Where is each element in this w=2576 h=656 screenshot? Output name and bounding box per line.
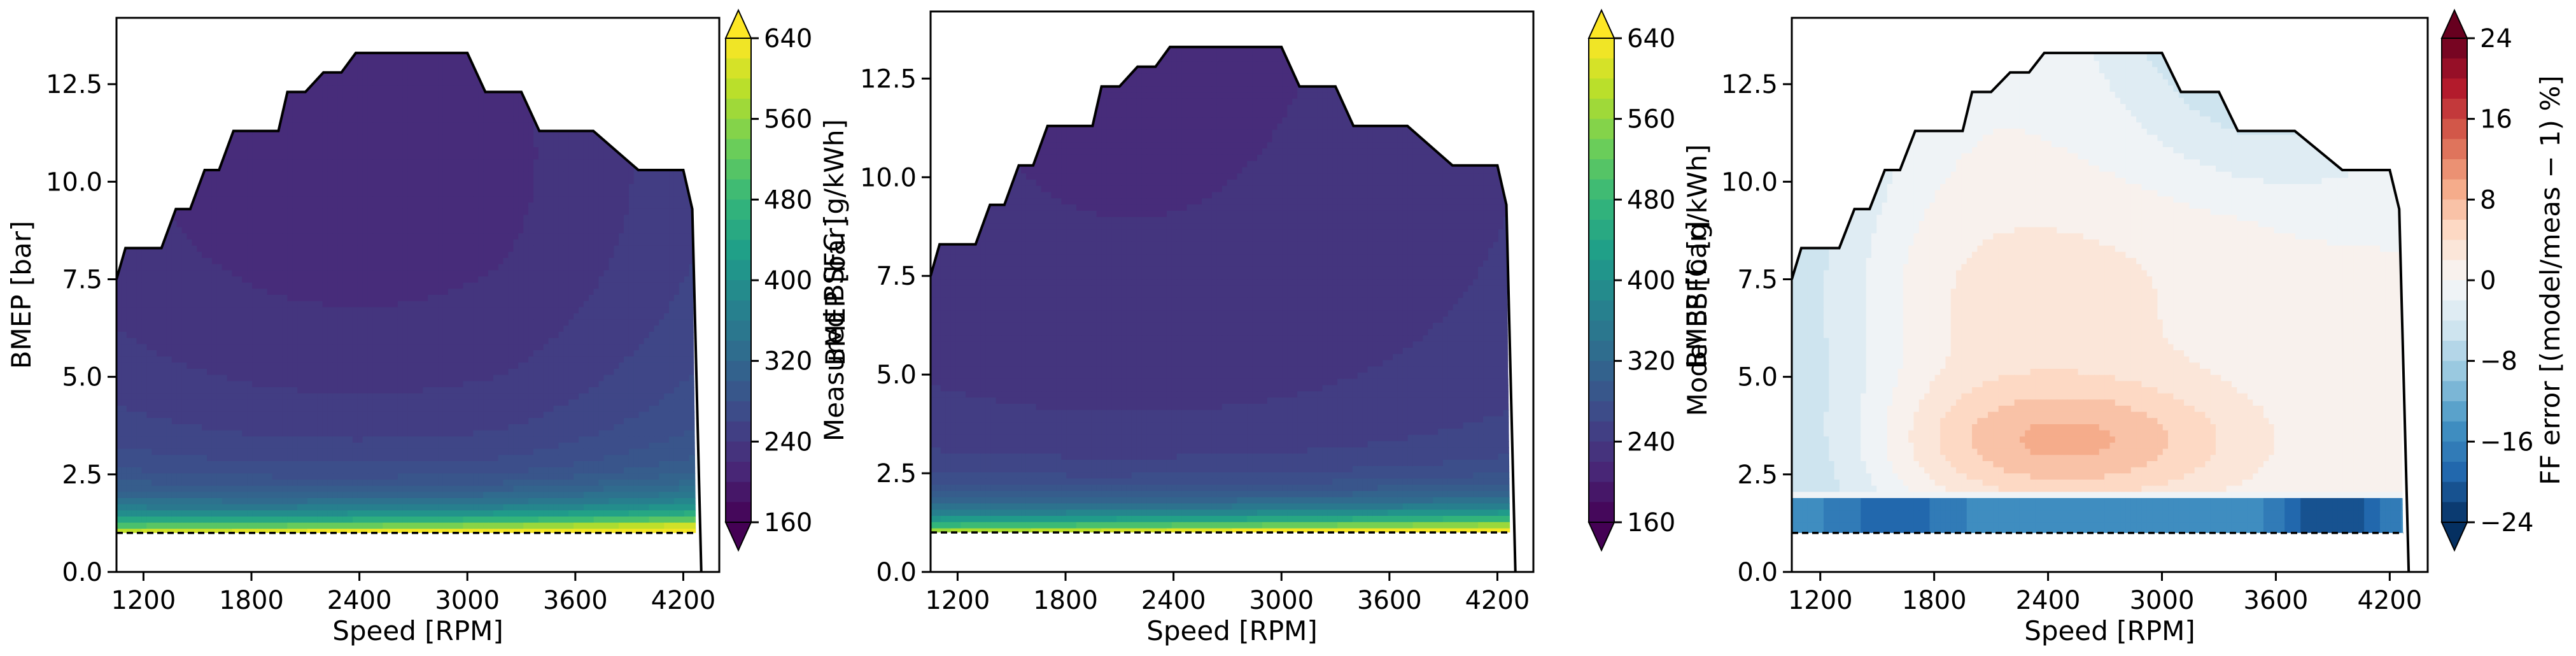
x-tick-label: 3000 [2130, 586, 2195, 615]
colorbar-tick-label: 400 [1627, 266, 1675, 296]
y-tick-label: 5.0 [62, 363, 102, 392]
colorbar-tick-label: 640 [1627, 24, 1675, 53]
y-tick-label: 12.5 [860, 64, 917, 94]
colorbar-tick-label: 160 [764, 508, 812, 538]
colorbar-tick-label: 240 [764, 427, 812, 457]
colorbar-tick-label: 24 [2480, 24, 2512, 53]
colorbar-tick-label: −8 [2480, 347, 2517, 376]
full-load-limit-curve [1791, 52, 2411, 573]
y-tick-label: 7.5 [62, 265, 102, 294]
colorbar-tick-label: 16 [2480, 105, 2512, 134]
x-tick-label: 1200 [1788, 586, 1853, 615]
colorbar-tick-label: 640 [764, 24, 812, 53]
colorbar-extend-max [1587, 8, 1615, 39]
y-tick-label: 10.0 [860, 163, 917, 192]
colorbar-extend-min [1587, 522, 1615, 552]
colorbar-tick-label: 400 [764, 266, 812, 296]
y-tick-label: 2.5 [876, 459, 917, 488]
colorbar-tick-label: 8 [2480, 185, 2496, 215]
x-tick-label: 3000 [1249, 586, 1314, 615]
chart-panel-measured-bsfc: 0.0 2.5 5.0 7.5 10.0 12.5 1200 1800 2400… [6, 8, 850, 646]
colorbar-extend-max [724, 8, 752, 39]
x-tick-label: 2400 [1141, 586, 1206, 615]
colorbar-tick-label: 480 [764, 185, 812, 215]
colorbar-extend-max [2440, 8, 2468, 39]
colorbar-tick-label: 320 [764, 347, 812, 376]
x-tick-label: 1200 [926, 586, 990, 615]
colorbar-label: FF error [(model/meas − 1) %] [2535, 75, 2566, 485]
colorbar-tick-label: 240 [1627, 427, 1675, 457]
y-tick-label: 10.0 [46, 168, 102, 197]
x-tick-label: 2400 [327, 586, 392, 615]
y-tick-label: 12.5 [1721, 70, 1778, 99]
x-axis-label: Speed [RPM] [2024, 615, 2195, 646]
colorbar-label: Measured BSFC [g/kWh] [819, 119, 850, 441]
colorbar-tick-labels: −24 −16 −8 0 8 16 24 [2480, 24, 2533, 538]
y-tick-label: 5.0 [1737, 363, 1778, 392]
y-tick-labels: 0.0 2.5 5.0 7.5 10.0 12.5 [860, 64, 917, 587]
y-tick-labels: 0.0 2.5 5.0 7.5 10.0 12.5 [1721, 70, 1778, 587]
x-axis-label: Speed [RPM] [332, 615, 503, 646]
y-tick-label: 0.0 [62, 558, 102, 587]
colorbar-extend-min [2440, 522, 2468, 552]
chart-panel-ff-error: 0.0 2.5 5.0 7.5 10.0 12.5 1200 1800 2400… [1681, 8, 2566, 646]
x-tick-label: 4200 [651, 586, 716, 615]
x-tick-label: 1800 [1902, 586, 1967, 615]
y-tick-label: 12.5 [46, 70, 102, 99]
y-axis-label: BMEP [bar] [1681, 221, 1712, 369]
x-tick-label: 1200 [111, 586, 176, 615]
x-tick-labels: 1200 1800 2400 3000 3600 4200 [926, 586, 1530, 615]
colorbar-tick-label: −16 [2480, 427, 2533, 457]
y-tick-label: 0.0 [1737, 558, 1778, 587]
y-tick-label: 5.0 [876, 360, 917, 390]
contour-field [1792, 53, 2404, 533]
y-tick-labels: 0.0 2.5 5.0 7.5 10.0 12.5 [46, 70, 102, 587]
colorbar-tick-label: 320 [1627, 347, 1675, 376]
x-tick-labels: 1200 1800 2400 3000 3600 4200 [111, 586, 716, 615]
colorbar-tick-label: −24 [2480, 508, 2533, 538]
plot-frame [929, 10, 1535, 573]
x-tick-label: 3600 [543, 586, 608, 615]
y-tick-label: 7.5 [1737, 265, 1778, 294]
colorbar-tick-label: 0 [2480, 266, 2496, 296]
x-tick-label: 1800 [1033, 586, 1098, 615]
y-tick-label: 10.0 [1721, 168, 1778, 197]
x-tick-label: 3600 [2244, 586, 2309, 615]
x-tick-label: 3600 [1357, 586, 1422, 615]
x-tick-label: 4200 [1465, 586, 1530, 615]
colorbar-tick-label: 560 [1627, 105, 1675, 134]
full-load-limit-curve [929, 45, 1517, 573]
y-tick-label: 2.5 [1737, 460, 1778, 490]
x-tick-label: 1800 [219, 586, 284, 615]
x-tick-labels: 1200 1800 2400 3000 3600 4200 [1788, 586, 2422, 615]
colorbar-tick-labels: 160 240 320 400 480 560 640 [764, 24, 812, 538]
colorbar-tick-label: 160 [1627, 508, 1675, 538]
x-tick-label: 4200 [2357, 586, 2422, 615]
x-axis-label: Speed [RPM] [1146, 615, 1318, 646]
x-tick-label: 3000 [435, 586, 500, 615]
colorbar [2440, 8, 2468, 552]
full-load-limit-curve [115, 52, 703, 573]
colorbar-tick-label: 560 [764, 105, 812, 134]
y-axis-label: BMEP [bar] [820, 218, 851, 366]
colorbar-tick-label: 480 [1627, 185, 1675, 215]
contour-field [116, 53, 696, 533]
contour-field [931, 46, 1510, 533]
plot-frame [115, 17, 721, 573]
y-tick-label: 0.0 [876, 558, 917, 587]
y-axis-label: BMEP [bar] [6, 221, 37, 369]
chart-panel-model-bsfc: 0.0 2.5 5.0 7.5 10.0 12.5 1200 1800 2400… [820, 8, 1713, 646]
x-tick-label: 2400 [2016, 586, 2081, 615]
y-tick-label: 2.5 [62, 460, 102, 490]
colorbar [1587, 8, 1615, 552]
plot-frame [1791, 17, 2429, 573]
y-tick-label: 7.5 [876, 262, 917, 291]
colorbar-tick-labels: 160 240 320 400 480 560 640 [1627, 24, 1675, 538]
colorbar-label: Model BSFC [g/kWh] [1682, 144, 1713, 416]
colorbar [724, 8, 752, 552]
colorbar-extend-min [724, 522, 752, 552]
